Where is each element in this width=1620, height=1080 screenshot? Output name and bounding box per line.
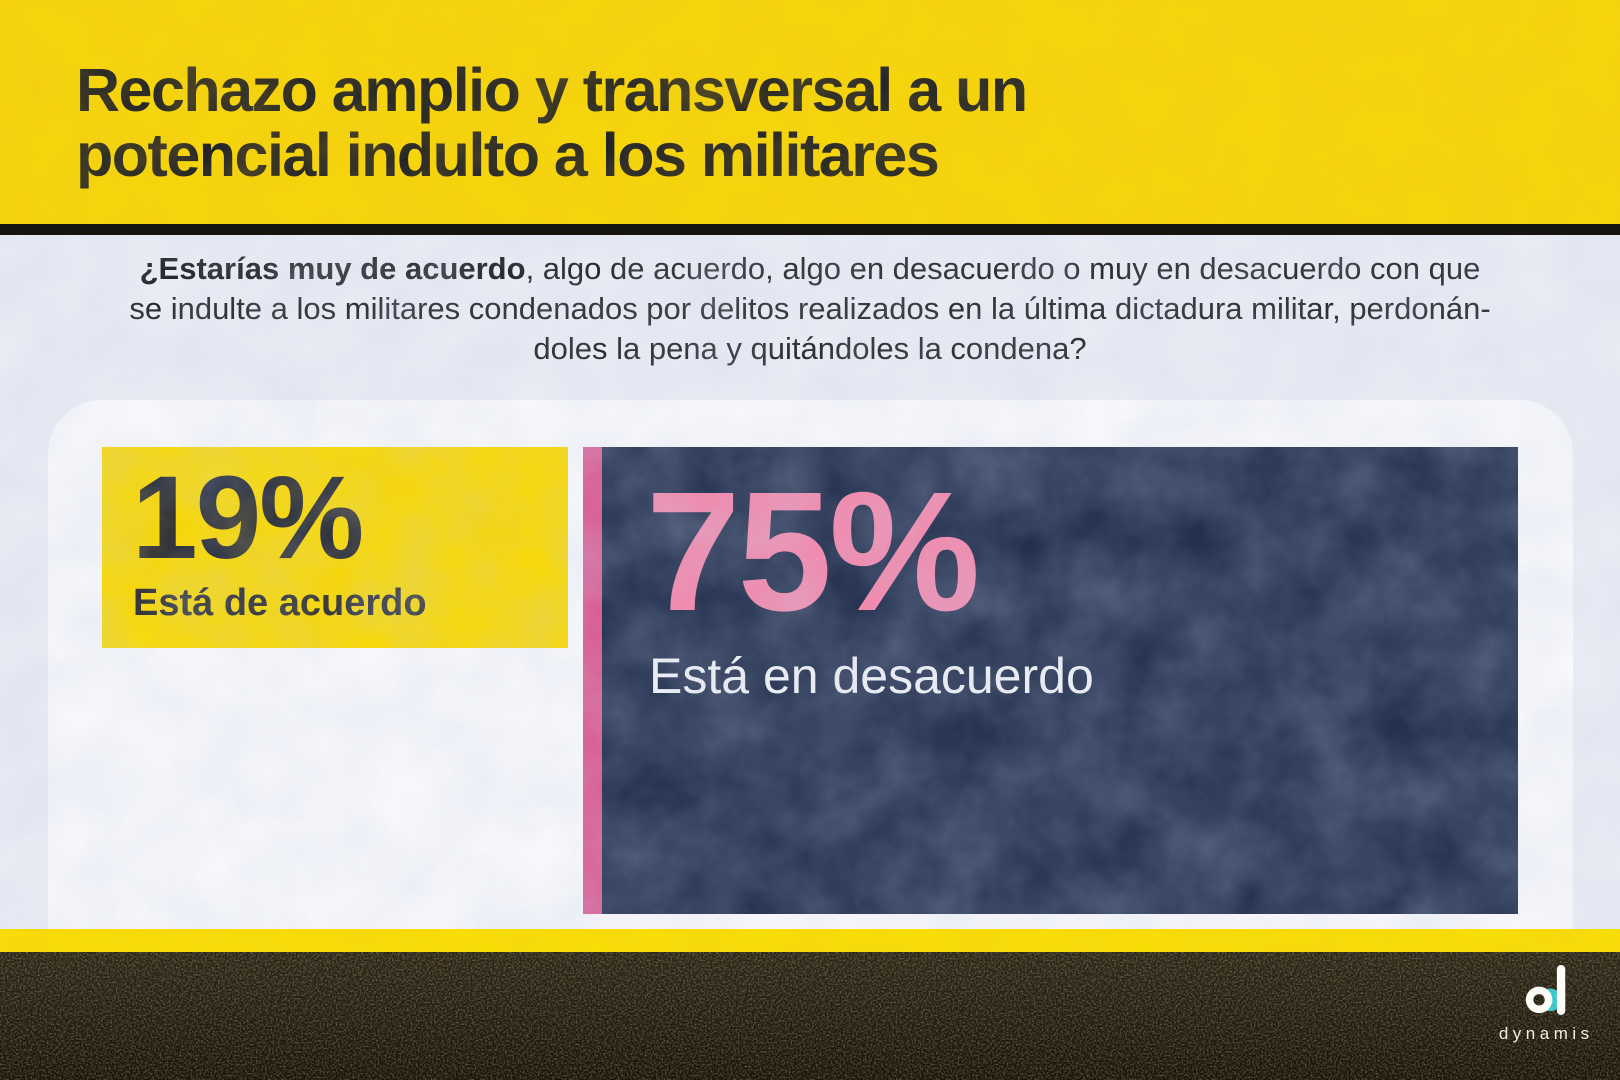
survey-question-line-1-rest: , algo de acuerdo, algo en desacuerdo o …: [525, 251, 1481, 286]
header-band: Rechazo amplio y transversal a un potenc…: [0, 0, 1620, 224]
page-title-line-2: potencial indulto a los militares: [76, 121, 940, 189]
dynamis-d-icon: [1525, 964, 1566, 1016]
page-title-line-1: Rechazo amplio y transversal a un: [76, 56, 1028, 124]
disagree-label: Está en desacuerdo: [649, 648, 1094, 704]
survey-question-bold: ¿Estarías muy de acuerdo: [139, 251, 526, 286]
divider-bar: [0, 224, 1620, 235]
page-title: Rechazo amplio y transversal a un potenc…: [76, 56, 1028, 189]
survey-question-line-1: ¿Estarías muy de acuerdo, algo de acuerd…: [0, 249, 1620, 289]
disagree-accent-stripe: [583, 447, 602, 914]
survey-question-line-3: doles la pena y quitándoles la condena?: [533, 331, 1087, 366]
dynamis-logo: dynamis: [1496, 964, 1592, 1044]
results-card: 19% Está de acuerdo 75% Está en desacuer…: [48, 400, 1573, 929]
disagree-block: 75% Está en desacuerdo: [602, 447, 1518, 914]
disagree-value: 75%: [646, 457, 980, 647]
bottom-yellow-stripe: [0, 929, 1620, 952]
agree-value: 19%: [132, 452, 364, 584]
agree-label: Está de acuerdo: [133, 582, 427, 624]
survey-question: ¿Estarías muy de acuerdo, algo de acuerd…: [0, 249, 1620, 369]
brand-wordmark: dynamis: [1498, 1024, 1594, 1043]
agree-block: 19% Está de acuerdo: [102, 447, 568, 648]
footer-band: dynamis: [0, 952, 1620, 1080]
survey-section: ¿Estarías muy de acuerdo, algo de acuerd…: [0, 235, 1620, 929]
survey-question-line-2: se indulte a los militares condenados po…: [129, 291, 1491, 326]
